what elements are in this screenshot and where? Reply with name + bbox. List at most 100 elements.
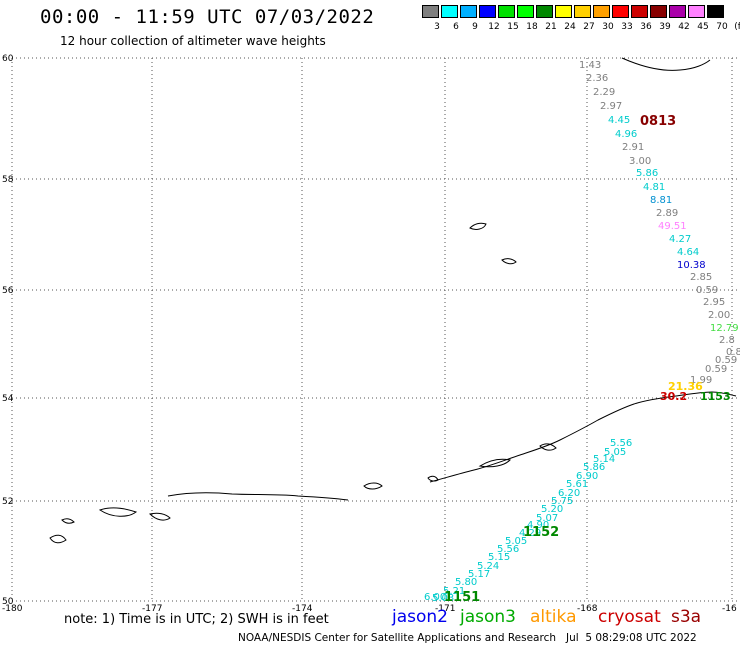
legend-swatch [422,5,439,18]
swh-label: 5.15 [488,552,510,563]
swh-label: 5.56 [497,544,519,555]
legend-label: 42 [678,22,690,32]
swh-label: 5.07 [536,513,558,524]
legend-label: 12 [488,22,500,32]
axis-labels: 60 58 56 54 52 50-180 -177 -174 -171 -168 -16 [2,54,737,614]
legend-label: 21 [545,22,557,32]
coastlines [49,57,737,544]
legend-swatch [631,5,648,18]
swh-label: 1.99 [690,375,712,386]
legend-swatch [460,5,477,18]
swh-label: 2.89 [656,208,678,219]
swh-label: 5.14 [593,454,615,465]
pass-time-label: 1152 [523,525,559,540]
swh-label: 0.8 [726,347,740,358]
credit-line: NOAA/NESDIS Center for Satellite Applica… [238,632,697,644]
legend-label: 70 [716,22,728,32]
legend-swatch [688,5,705,18]
swh-label: 5.86 [583,462,605,473]
swh-label: 3.00 [629,156,651,167]
swh-label: 5.56 [610,438,632,449]
latitude-label: 60 [2,54,14,64]
graticule [11,57,740,602]
coastline-island-1 [469,222,487,230]
swh-label: 2.85 [690,272,712,283]
coastline-island-small [427,475,439,482]
map-title: 00:00 - 11:59 UTC 07/03/2022 [40,6,375,28]
legend-label: 39 [659,22,671,32]
legend-label: 45 [697,22,709,32]
swh-label: 5.75 [551,496,573,507]
swh-label: 5.61 [566,479,588,490]
legend-swatch [612,5,629,18]
altimeter-tracks: 1.432.362.292.974.454.962.913.005.864.81… [424,60,740,605]
legend-label: 9 [472,22,478,32]
swh-label: 2.95 [703,297,725,308]
legend-swatch [593,5,610,18]
latitude-label: 52 [2,497,13,507]
pass-time-label: 0813 [640,114,676,129]
latitude-label: 56 [2,286,14,296]
swh-label: 4.27 [669,234,691,245]
satellite-name: jason3 [460,607,516,627]
legend-swatch [479,5,496,18]
swh-label: 4.96 [615,129,637,140]
swh-label: 2.36 [586,73,608,84]
legend-swatch [669,5,686,18]
coastline-aleutian-west-3 [149,512,171,521]
swh-label: 5.05 [604,447,626,458]
swh-label: 6.20 [558,488,580,499]
coastline-aleutian-mid [478,458,512,468]
swh-label: 8.81 [650,195,672,206]
legend-swatch [536,5,553,18]
swh-label: 1153 [700,390,731,403]
swh-label: 0.59 [705,364,727,375]
coastline-aleutian-west-1 [167,492,349,501]
legend-label: 30 [602,22,614,32]
coastline-aleutian-west-5 [61,518,75,524]
coastline-aleutian-west-4 [49,534,67,544]
latitude-label: 50 [2,597,14,607]
satellite-name: s3a [671,607,702,627]
coastline-island-pribilof [539,443,557,451]
swh-label: 6.90 [576,471,598,482]
satellite-name: jason2 [392,607,448,627]
legend-swatch [555,5,572,18]
legend-label: 27 [583,22,595,32]
swh-label: 4.64 [677,247,699,258]
swh-label: 21.36 [668,380,703,393]
legend-label: 3 [434,22,440,32]
legend-label: 6 [453,22,459,32]
latitude-label: 54 [2,394,14,404]
swh-label: 1.43 [579,60,601,71]
longitude-label: -171 [435,604,455,614]
swh-label: 5.05 [505,536,527,547]
longitude-label: -177 [142,604,162,614]
legend-label: (ft) [734,22,740,32]
legend-label: 24 [564,22,576,32]
legend-label: 36 [640,22,652,32]
swh-label: 4.90 [527,520,549,531]
pass-time-label: 1151 [444,590,480,605]
longitude-label: -180 [2,604,23,614]
swh-label: 2.00 [708,310,730,321]
satellite-name: altika [530,607,577,627]
swh-label: 2.97 [600,101,622,112]
swh-label: 30.2 [660,390,687,403]
legend-label: 33 [621,22,633,32]
swh-label: 2.29 [593,87,615,98]
legend-label: 18 [526,22,538,32]
coastline-aleutian-east [429,391,737,483]
legend-swatch [517,5,534,18]
legend-swatch [441,5,458,18]
legend-swatch [498,5,515,18]
legend-swatch [650,5,667,18]
footnote: note: 1) Time is in UTC; 2) SWH is in fe… [64,612,329,627]
swh-label: 5.21 [443,586,465,597]
swh-label: 5.20 [541,504,563,515]
swh-label: 5.80 [455,577,477,588]
swh-label: 12.79 [710,323,739,334]
swh-label: 10.38 [677,260,706,271]
coastline-aleutian-west-2 [98,507,138,517]
